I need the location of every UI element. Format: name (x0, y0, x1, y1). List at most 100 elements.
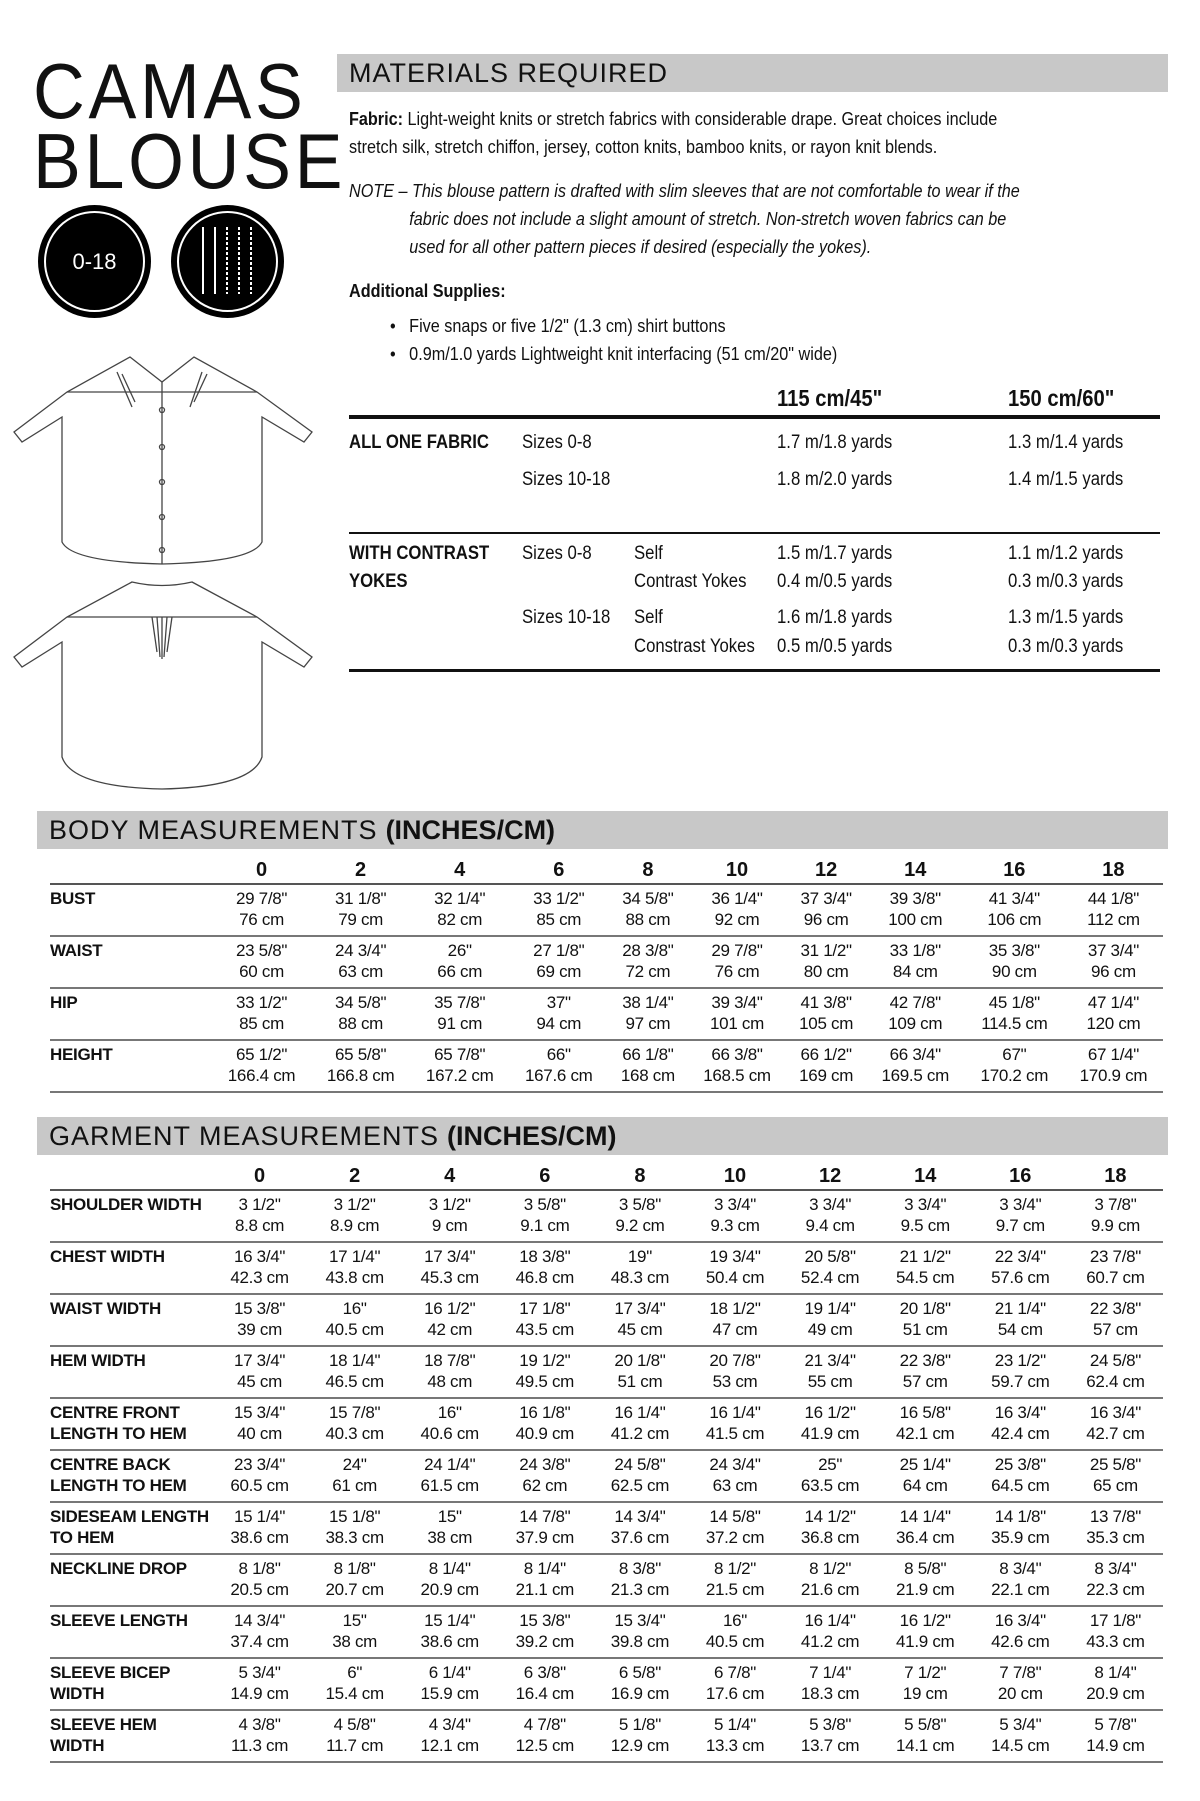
cm-value: 54.5 cm (896, 1268, 955, 1287)
row-label: WAIST WIDTH (50, 1299, 161, 1318)
divider (349, 415, 1160, 419)
measurement-cell: 45 1/8" 114.5 cm (965, 988, 1064, 1040)
measurement-cell: 5 1/4" 13.3 cm (687, 1710, 782, 1762)
measurement-cell: 23 5/8" 60 cm (212, 936, 311, 988)
measurement-cell: 31 1/8" 79 cm (311, 884, 410, 936)
inches-value: 8 3/8" (618, 1559, 661, 1578)
measurement-cell: 16 1/4" 41.2 cm (783, 1606, 878, 1658)
measurement-cell: 66" 167.6 cm (509, 1040, 608, 1092)
cm-value: 106 cm (987, 910, 1042, 929)
table-row: CENTRE BACK LENGTH TO HEM 23 3/4" 60.5 cm 2… (50, 1450, 1163, 1502)
cm-value: 85 cm (536, 910, 582, 929)
inches-value: 4 3/8" (238, 1715, 281, 1734)
measurement-cell: 3 1/2" 9 cm (402, 1190, 497, 1242)
inches-value: 20 1/8" (614, 1351, 666, 1370)
measurement-cell: 38 1/4" 97 cm (608, 988, 687, 1040)
cm-value: 54 cm (997, 1320, 1043, 1339)
table-row: NECKLINE DROP 8 1/8" 20.5 cm 8 1/8" 20.7 cm 8… (50, 1554, 1163, 1606)
cm-value: 169 cm (799, 1066, 854, 1085)
table-row: SLEEVE BICEP WIDTH 5 3/4" 14.9 cm 6" 15.4 cm… (50, 1658, 1163, 1710)
cm-value: 9.9 cm (1090, 1216, 1141, 1235)
cm-value: 47 cm (712, 1320, 758, 1339)
measurement-cell: 14 5/8" 37.2 cm (687, 1502, 782, 1554)
piece: Self (634, 607, 663, 628)
cm-value: 20.5 cm (230, 1580, 289, 1599)
inches-value: 31 1/8" (335, 889, 387, 908)
inches-value: 6 5/8" (618, 1663, 661, 1682)
cm-value: 96 cm (803, 910, 849, 929)
inches-value: 14 5/8" (709, 1507, 761, 1526)
measurement-cell: 15 3/4" 39.8 cm (592, 1606, 687, 1658)
measurement-cell: 16 1/8" 40.9 cm (497, 1398, 592, 1450)
size-range: Sizes 10-18 (522, 469, 611, 490)
inches-value: 8 1/8" (333, 1559, 376, 1578)
cm-value: 40.9 cm (515, 1424, 575, 1443)
cm-value: 49.5 cm (515, 1372, 575, 1391)
inches-value: 34 5/8" (335, 993, 387, 1012)
size-header: 0 (253, 1164, 266, 1187)
heading-text: BODY MEASUREMENTS (49, 814, 378, 845)
table-row: SIDESEAM LENGTH TO HEM 15 1/4" 38.6 cm 15 1… (50, 1502, 1163, 1554)
measurement-cell: 7 7/8" 20 cm (973, 1658, 1068, 1710)
measurement-cell: 41 3/4" 106 cm (965, 884, 1064, 936)
size-header: 16 (1009, 1164, 1032, 1187)
cm-value: 76 cm (714, 962, 760, 981)
size-header: 0 (255, 858, 268, 881)
cm-value: 80 cm (803, 962, 849, 981)
inches-value: 3 1/2" (238, 1195, 281, 1214)
inches-value: 17 1/8" (1089, 1611, 1142, 1630)
cm-value: 112 cm (1087, 910, 1140, 929)
inches-value: 24 5/8" (614, 1455, 666, 1474)
measurement-cell: 7 1/4" 18.3 cm (783, 1658, 878, 1710)
piece: Contrast Yokes (634, 571, 747, 592)
cm-value: 14.5 cm (991, 1736, 1050, 1755)
measurement-cell: 8 3/8" 21.3 cm (592, 1554, 687, 1606)
inches-value: 16 1/4" (614, 1403, 666, 1422)
inches-value: 67 1/4" (1087, 1045, 1140, 1064)
cm-value: 12.9 cm (610, 1736, 670, 1755)
inches-value: 24 3/4" (709, 1455, 761, 1474)
inches-value: 28 3/8" (622, 941, 674, 960)
cm-value: 46.8 cm (515, 1268, 575, 1287)
cm-value: 60 cm (239, 962, 284, 981)
body-measurements-heading: BODY MEASUREMENTS (INCHES/CM) (37, 811, 1168, 849)
cm-value: 63.5 cm (800, 1476, 860, 1495)
measurement-cell: 15" 38 cm (402, 1502, 497, 1554)
measurement-cell: 67 1/4" 170.9 cm (1064, 1040, 1163, 1092)
inches-value: 66 3/4" (889, 1045, 942, 1064)
measurement-cell: 47 1/4" 120 cm (1064, 988, 1163, 1040)
cm-value: 45.3 cm (420, 1268, 480, 1287)
inches-value: 24" (342, 1455, 367, 1474)
measurement-cell: 25 3/8" 64.5 cm (973, 1450, 1068, 1502)
heading-unit: (INCHES/CM) (447, 1120, 617, 1151)
inches-value: 24 3/8" (519, 1455, 571, 1474)
inches-value: 19 1/4" (804, 1299, 857, 1318)
cm-value: 88 cm (625, 910, 671, 929)
measurement-cell: 25 5/8" 65 cm (1068, 1450, 1163, 1502)
measurement-cell: 19 1/2" 49.5 cm (497, 1346, 592, 1398)
cm-value: 62.4 cm (1086, 1372, 1145, 1391)
inches-value: 14 1/4" (899, 1507, 952, 1526)
inches-value: 16 1/4" (709, 1403, 761, 1422)
size-header: 12 (815, 858, 838, 881)
cm-value: 62.5 cm (610, 1476, 670, 1495)
measurement-cell: 19" 48.3 cm (592, 1242, 687, 1294)
yardage: 1.4 m/1.5 yards (1008, 469, 1124, 490)
inches-value: 17 1/4" (329, 1247, 381, 1266)
measurement-cell: 4 3/8" 11.3 cm (212, 1710, 307, 1762)
inches-value: 23 7/8" (1089, 1247, 1142, 1266)
cm-value: 22.3 cm (1086, 1580, 1145, 1599)
cm-value: 88 cm (338, 1014, 384, 1033)
inches-value: 66" (546, 1045, 571, 1064)
measurement-cell: 15 1/4" 38.6 cm (402, 1606, 497, 1658)
cm-value: 11.7 cm (326, 1736, 384, 1755)
cm-value: 40.6 cm (420, 1424, 480, 1443)
inches-value: 16 3/4" (1089, 1403, 1142, 1422)
table-row: HEIGHT 65 1/2" 166.4 cm 65 5/8" 166.8 cm 65 7… (50, 1040, 1163, 1092)
table-row: HEM WIDTH 17 3/4" 45 cm 18 1/4" 46.5 cm 18 7/… (50, 1346, 1163, 1398)
measurement-cell: 3 1/2" 8.9 cm (307, 1190, 402, 1242)
cm-value: 9.2 cm (615, 1216, 665, 1235)
measurement-cell: 37 3/4" 96 cm (787, 884, 866, 936)
cm-value: 18.3 cm (800, 1684, 860, 1703)
measurement-cell: 14 3/4" 37.6 cm (592, 1502, 687, 1554)
